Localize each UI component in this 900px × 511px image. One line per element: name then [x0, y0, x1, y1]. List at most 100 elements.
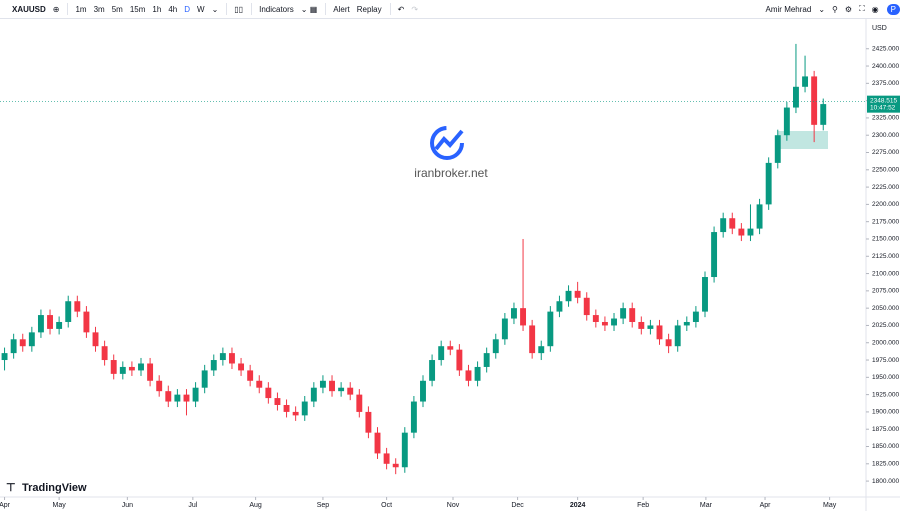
y-tick-label: 2300.000: [872, 132, 899, 139]
y-tick-label: 2150.000: [872, 236, 899, 243]
layout-name[interactable]: Amir Mehrad: [765, 4, 812, 14]
x-tick-label: Nov: [447, 502, 460, 509]
candle-body: [401, 432, 408, 468]
x-tick-label: Jun: [122, 502, 133, 509]
y-tick-label: 2275.000: [872, 149, 899, 156]
candle-body: [611, 318, 617, 326]
candle-body: [574, 290, 581, 298]
candle-body: [565, 290, 572, 302]
candle-body: [347, 387, 354, 395]
fullscreen[interactable]: ⛶: [859, 4, 865, 13]
watermark-logo: [430, 126, 464, 160]
candle-body: [47, 315, 53, 329]
candle-body: [128, 366, 135, 371]
interval[interactable]: D: [184, 4, 191, 14]
candle-body: [765, 162, 772, 205]
candle-body: [247, 370, 254, 381]
alert-button[interactable]: Alert: [333, 4, 350, 14]
y-tick-label: 2375.000: [872, 80, 899, 87]
interval[interactable]: 5m: [111, 4, 123, 14]
candle-body: [174, 394, 181, 402]
x-tick-label: Sep: [317, 502, 330, 509]
y-tick-label: 2050.000: [872, 305, 899, 312]
x-tick-label: Jul: [188, 502, 197, 509]
candle-body: [229, 353, 235, 364]
interval[interactable]: 1m: [75, 4, 87, 14]
candle-body: [720, 218, 727, 233]
candle-body: [465, 370, 472, 381]
interval[interactable]: W: [197, 4, 205, 14]
layouts[interactable]: ⌄ ▦: [300, 4, 318, 14]
candle-body: [329, 380, 335, 392]
candle-body: [19, 339, 26, 347]
undo[interactable]: ↶: [397, 4, 405, 14]
candle-body: [620, 308, 627, 319]
publish-button[interactable]: P: [886, 3, 900, 15]
candle-body: [10, 339, 17, 354]
replay-button[interactable]: Replay: [356, 4, 382, 14]
y-tick-label: 2250.000: [872, 167, 899, 174]
currency: USD: [872, 25, 887, 32]
candle-body: [738, 228, 745, 236]
quick-search[interactable]: ⚲: [832, 4, 838, 14]
last-price-box: [867, 95, 900, 113]
candle-body: [365, 411, 372, 433]
interval[interactable]: 1h: [152, 4, 162, 14]
interval[interactable]: 15m: [129, 4, 146, 14]
candle-body: [74, 301, 81, 312]
candle-body: [511, 308, 517, 319]
candle-body: [492, 339, 499, 354]
y-tick-label: 2025.000: [872, 322, 899, 329]
separator: [67, 3, 69, 15]
candle-body: [656, 325, 663, 340]
redo[interactable]: ↷: [411, 4, 419, 14]
countdown: 10:47:52: [870, 104, 896, 111]
y-tick-label: 1825.000: [872, 461, 899, 468]
candle-body: [601, 321, 608, 326]
toolbar-right: Amir Mehrad ⌄ ⚲ ⚙ ⛶ ◉ P: [759, 3, 900, 15]
candle-body: [447, 346, 454, 350]
x-tick-label: Dec: [511, 502, 524, 509]
candle-body: [547, 311, 554, 347]
chart-type[interactable]: ▯▯: [234, 4, 244, 14]
candle-body: [783, 107, 790, 136]
x-tick-label: May: [53, 502, 67, 509]
candle-body: [219, 353, 226, 361]
interval-menu[interactable]: ⌄: [211, 4, 219, 14]
candle-body: [210, 360, 217, 371]
candle-body: [802, 76, 809, 87]
zone-rectangle: [778, 131, 828, 149]
candle-body: [438, 346, 445, 361]
y-tick-label: 1875.000: [872, 426, 899, 433]
layout-menu[interactable]: ⌄: [818, 4, 826, 14]
candle-body: [674, 325, 681, 347]
separator: [226, 3, 228, 15]
brand-logo: TradingView: [22, 482, 87, 494]
candle-body: [811, 76, 818, 125]
candle-body: [1, 353, 8, 361]
candle-body: [429, 360, 436, 381]
interval[interactable]: 4h: [168, 4, 178, 14]
y-tick-label: 1900.000: [872, 409, 899, 416]
candle-body: [119, 366, 126, 374]
interval[interactable]: 3m: [93, 4, 105, 14]
candle-body: [101, 346, 108, 361]
symbol[interactable]: XAUUSD: [12, 4, 46, 14]
snapshot[interactable]: ◉: [871, 4, 879, 14]
indicators-button[interactable]: Indicators: [259, 4, 294, 14]
candle-body: [583, 297, 590, 316]
candle-body: [474, 366, 481, 381]
y-tick-label: 2425.000: [872, 45, 899, 52]
y-tick-label: 2125.000: [872, 253, 899, 260]
candle-body: [501, 318, 508, 340]
candle-body: [338, 387, 345, 392]
y-tick-label: 2200.000: [872, 201, 899, 208]
candle-body: [201, 370, 208, 388]
chart: USD iranbroker.net TradingView ⊤ 1800.00…: [0, 19, 900, 511]
x-tick-label: Oct: [381, 502, 392, 509]
x-tick-label: 2024: [570, 502, 586, 509]
settings[interactable]: ⚙: [844, 4, 853, 14]
add-symbol[interactable]: ⊕: [52, 4, 60, 14]
brand-icon: ⊤: [6, 482, 16, 494]
candle-body: [529, 325, 536, 354]
